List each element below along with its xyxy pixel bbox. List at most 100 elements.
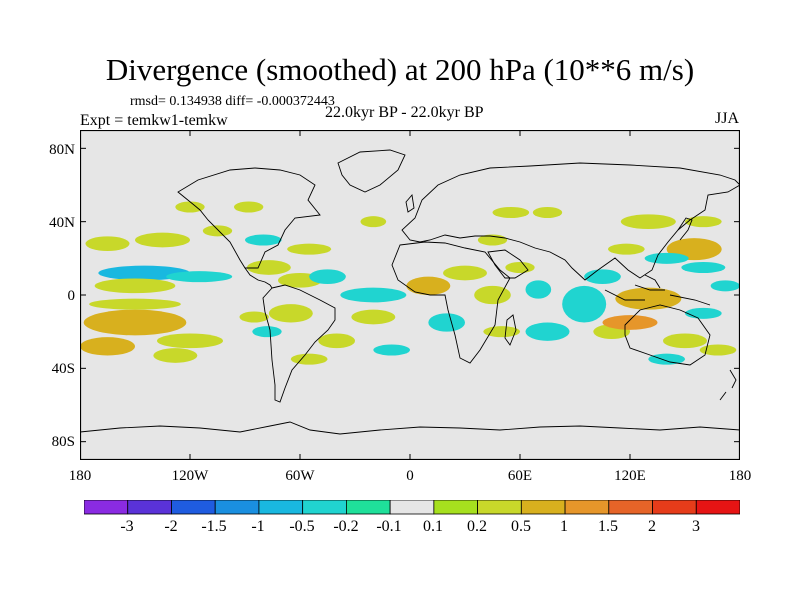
divergence-anomaly-region (85, 236, 130, 251)
coast-africa (391, 241, 511, 364)
lat-tick-label-80s: 80S (51, 434, 75, 450)
colorbar-swatch (564, 500, 610, 515)
period-label: 22.0kyr BP - 22.0kyr BP (325, 104, 484, 121)
divergence-anomaly-region (602, 315, 658, 330)
divergence-anomaly-region (234, 201, 264, 213)
divergence-anomaly-region (166, 271, 233, 283)
plot-title: Divergence (smoothed) at 200 hPa (10**6 … (105, 52, 695, 87)
divergence-anomaly-region (562, 285, 607, 323)
colorbar-label: 0.5 (511, 518, 531, 535)
divergence-anomaly-region (428, 313, 465, 332)
colorbar-swatch (171, 500, 216, 515)
divergence-anomaly-region (615, 287, 682, 310)
colorbar-swatch (258, 500, 304, 515)
divergence-anomaly-region (340, 287, 407, 303)
divergence-anomaly-region (505, 262, 535, 273)
divergence-anomaly-region (318, 333, 355, 349)
divergence-anomaly-region (584, 269, 621, 284)
divergence-anomaly-region (287, 243, 332, 255)
divergence-anomaly-region (532, 207, 563, 218)
divergence-anomaly-region (685, 216, 722, 228)
colorbar-swatch (214, 500, 260, 515)
divergence-anomaly-region (153, 348, 198, 363)
lat-tick-label-40n: 40N (49, 215, 75, 231)
colorbar-swatch (84, 500, 129, 515)
lon-tick-label-180e: 180 (728, 468, 752, 484)
divergence-anomaly-region (239, 311, 269, 323)
lon-tick-label-60e: 60E (507, 468, 533, 484)
colorbar-swatch (302, 500, 347, 515)
rmsd-diff-stats: rmsd= 0.134938 diff= -0.000372443 (130, 94, 335, 109)
divergence-anomaly-region (94, 278, 176, 294)
colorbar-label: 1 (560, 518, 568, 535)
colorbar-label: -0.2 (333, 518, 359, 535)
colorbar-label: 0.1 (423, 518, 443, 535)
divergence-anomaly-region (474, 285, 511, 305)
divergence-anomaly-region (268, 304, 313, 323)
colorbar-swatch (477, 500, 522, 515)
colorbar-label: -0.5 (289, 518, 315, 535)
experiment-label: Expt = temkw1-temkw (80, 112, 228, 129)
divergence-anomaly-region (685, 307, 722, 319)
colorbar-swatch (608, 500, 653, 515)
colorbar-label: -3 (120, 518, 134, 535)
lon-tick-label-60w: 60W (285, 468, 315, 484)
coast-antarctica (80, 421, 740, 435)
colorbar-swatch (433, 500, 479, 515)
divergence-anomaly-region (525, 280, 552, 299)
coast-europe-asia (401, 162, 740, 281)
colorbar-swatch (695, 500, 740, 515)
divergence-anomaly-region (309, 269, 346, 284)
divergence-anomaly-region (681, 262, 726, 273)
colorbar (84, 500, 740, 515)
colorbar-label: 1.5 (598, 518, 618, 535)
coast-greenland (337, 149, 406, 193)
colorbar-swatch (345, 500, 391, 515)
lat-tick-label-eq: 0 (67, 288, 76, 304)
divergence-map (80, 130, 740, 460)
divergence-anomaly-region (373, 344, 410, 356)
colorbar-swatch (652, 500, 697, 515)
colorbar-label: 3 (692, 518, 700, 535)
coast-new-zealand (719, 369, 737, 401)
divergence-anomaly-region (245, 234, 282, 246)
lon-tick-label-0: 0 (406, 468, 414, 484)
colorbar-label: 2 (648, 518, 656, 535)
colorbar-label: 0.2 (467, 518, 487, 535)
colorbar-label: -1 (251, 518, 265, 535)
divergence-anomaly-region (157, 333, 223, 349)
divergence-anomaly-region (406, 276, 451, 295)
colorbar-swatch (389, 500, 435, 515)
divergence-anomaly-region (443, 265, 487, 281)
colorbar-label: -1.5 (201, 518, 227, 535)
divergence-anomaly-region (80, 337, 135, 356)
lat-tick-label-40s: 40S (51, 361, 75, 377)
divergence-anomaly-region (89, 298, 181, 310)
divergence-anomaly-region (360, 216, 387, 228)
colorbar-label: -2 (164, 518, 178, 535)
colorbar-label: -0.1 (376, 518, 402, 535)
divergence-anomaly-region (699, 344, 737, 356)
divergence-anomaly-region (175, 201, 205, 213)
divergence-anomaly-region (290, 353, 328, 365)
divergence-anomaly-region (644, 252, 689, 264)
divergence-anomaly-region (663, 333, 707, 349)
divergence-anomaly-region (135, 232, 190, 248)
coast-indonesia (604, 274, 711, 306)
divergence-anomaly-region (620, 214, 676, 229)
divergence-anomaly-region (608, 243, 645, 255)
coast-north-america (177, 167, 321, 269)
season-label: JJA (715, 110, 740, 127)
divergence-field (80, 201, 740, 365)
coast-arabia (487, 249, 529, 279)
divergence-anomaly-region (648, 353, 686, 365)
divergence-anomaly-region (525, 322, 570, 341)
divergence-anomaly-region (202, 225, 233, 237)
divergence-anomaly-region (351, 309, 396, 325)
lon-tick-label-120e: 120E (614, 468, 646, 484)
divergence-anomaly-region (246, 260, 291, 275)
coastlines (80, 149, 740, 435)
map-frame (80, 130, 740, 460)
divergence-anomaly-region (83, 309, 187, 336)
coast-south-america (262, 284, 336, 403)
